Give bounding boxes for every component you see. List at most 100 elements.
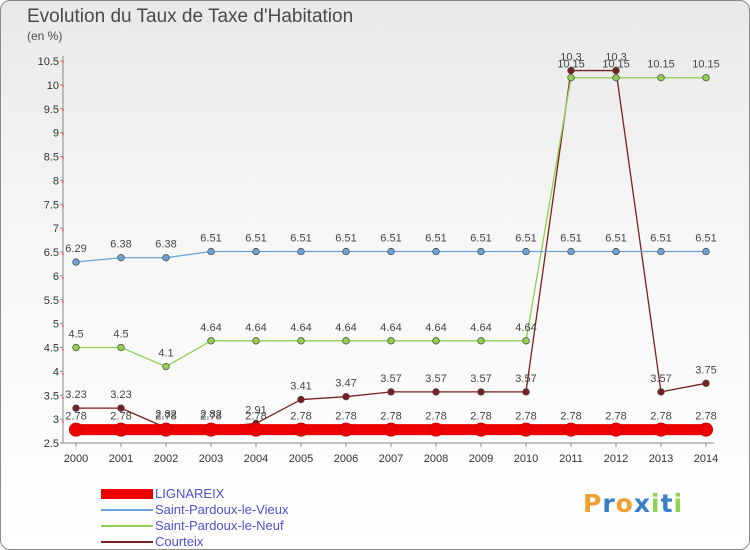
data-label-saint-pardoux-le-neuf: 4.64 <box>425 322 446 334</box>
y-tick-label: 5.5 <box>44 295 59 307</box>
data-label-saint-pardoux-le-neuf: 4.64 <box>470 322 491 334</box>
y-tick-label: 9.5 <box>44 104 59 116</box>
data-label-lignareix: 2.78 <box>650 411 671 423</box>
y-tick-label: 8.5 <box>44 152 59 164</box>
data-label-lignareix: 2.78 <box>290 411 311 423</box>
data-label-saint-pardoux-le-neuf: 4.64 <box>515 322 536 334</box>
legend-label-saint-pardoux-le-vieux: Saint-Pardoux-le-Vieux <box>155 502 289 517</box>
data-point-saint-pardoux-le-vieux <box>657 247 665 256</box>
data-label-lignareix: 2.78 <box>155 411 176 423</box>
data-point-lignareix <box>204 422 218 437</box>
x-tick-label: 2000 <box>64 453 88 465</box>
brand-logo-letter: t <box>660 489 674 518</box>
data-point-saint-pardoux-le-neuf <box>612 74 620 82</box>
data-label-lignareix: 2.78 <box>470 411 491 423</box>
y-tick-label: 3 <box>53 414 59 426</box>
brand-logo: Proxiti <box>583 489 683 518</box>
data-label-saint-pardoux-le-neuf: 4.64 <box>290 322 311 334</box>
data-point-saint-pardoux-le-neuf <box>117 343 125 352</box>
y-tick-label: 10.5 <box>38 56 59 68</box>
data-label-saint-pardoux-le-vieux: 6.38 <box>155 239 176 251</box>
brand-logo-letter: x <box>633 489 651 518</box>
data-point-lignareix <box>384 422 398 437</box>
data-point-lignareix <box>609 422 623 437</box>
x-tick-label: 2003 <box>199 453 223 465</box>
data-label-courteix: 3.57 <box>425 373 446 385</box>
data-label-lignareix: 2.78 <box>335 411 356 423</box>
x-tick-label: 2001 <box>109 453 133 465</box>
data-label-lignareix: 2.78 <box>515 411 536 423</box>
data-point-saint-pardoux-le-vieux <box>297 247 305 256</box>
data-point-courteix <box>72 404 80 412</box>
x-tick-label: 2012 <box>604 453 628 465</box>
y-tick-label: 9 <box>53 128 59 140</box>
data-point-lignareix <box>654 422 668 437</box>
brand-logo-letter: i <box>673 489 684 518</box>
x-tick-label: 2010 <box>514 453 538 465</box>
data-point-saint-pardoux-le-vieux <box>207 247 215 256</box>
y-tick-label: 7.5 <box>44 199 59 211</box>
brand-logo-letter: o <box>615 489 634 518</box>
data-label-saint-pardoux-le-neuf: 4.5 <box>68 329 83 341</box>
data-point-courteix <box>657 388 665 396</box>
data-point-saint-pardoux-le-neuf <box>207 337 215 345</box>
data-point-lignareix <box>564 422 578 437</box>
data-point-saint-pardoux-le-vieux <box>72 258 80 266</box>
y-tick-label: 10 <box>47 80 59 92</box>
x-tick-label: 2008 <box>424 453 448 465</box>
legend-label-saint-pardoux-le-neuf: Saint-Pardoux-le-Neuf <box>155 518 284 533</box>
legend-label-courteix: Courteix <box>155 534 204 549</box>
legend-swatch-saint-pardoux-le-vieux <box>101 509 153 511</box>
brand-logo-letter: r <box>602 489 616 518</box>
legend-swatch-saint-pardoux-le-neuf <box>101 525 153 527</box>
data-label-saint-pardoux-le-vieux: 6.51 <box>245 233 266 245</box>
data-point-courteix <box>387 388 395 396</box>
x-tick-label: 2013 <box>649 453 673 465</box>
data-point-lignareix <box>69 422 83 437</box>
data-label-saint-pardoux-le-vieux: 6.29 <box>65 243 86 255</box>
data-label-lignareix: 2.78 <box>605 411 626 423</box>
brand-logo-letter: P <box>583 489 603 518</box>
data-point-saint-pardoux-le-vieux <box>612 247 620 256</box>
data-point-saint-pardoux-le-vieux <box>387 247 395 256</box>
data-label-courteix: 3.23 <box>110 389 131 401</box>
data-label-courteix: 3.47 <box>335 378 356 390</box>
data-label-saint-pardoux-le-neuf: 4.64 <box>335 322 356 334</box>
data-labels: 2.78 2.78 2.78 2.78 2.78 2.78 2.78 2.78 2.78 2.78… <box>65 52 719 423</box>
data-point-courteix <box>522 388 530 396</box>
data-point-courteix <box>567 66 575 75</box>
data-point-lignareix <box>519 422 533 437</box>
x-tick-label: 2006 <box>334 453 358 465</box>
data-point-saint-pardoux-le-neuf <box>387 337 395 345</box>
data-label-saint-pardoux-le-vieux: 6.51 <box>425 233 446 245</box>
data-label-lignareix: 2.78 <box>110 411 131 423</box>
data-point-saint-pardoux-le-vieux <box>117 254 125 262</box>
brand-logo-letter: i <box>651 489 661 518</box>
data-label-saint-pardoux-le-vieux: 6.51 <box>380 233 401 245</box>
data-label-lignareix: 2.78 <box>65 411 86 423</box>
data-label-courteix: 3.75 <box>695 364 716 376</box>
data-label-courteix: 2.82 <box>200 409 221 421</box>
data-point-saint-pardoux-le-neuf <box>252 337 260 345</box>
data-label-courteix: 3.57 <box>650 373 671 385</box>
data-label-saint-pardoux-le-neuf: 4.64 <box>245 322 266 334</box>
data-point-saint-pardoux-le-neuf <box>702 74 710 82</box>
data-label-saint-pardoux-le-neuf: 10.15 <box>602 59 630 71</box>
data-label-lignareix: 2.78 <box>380 411 401 423</box>
data-label-lignareix: 2.78 <box>425 411 446 423</box>
x-tick-label: 2004 <box>244 453 268 465</box>
data-point-saint-pardoux-le-vieux <box>702 247 710 256</box>
data-label-saint-pardoux-le-neuf: 4.64 <box>200 322 221 334</box>
data-label-saint-pardoux-le-vieux: 6.51 <box>335 233 356 245</box>
data-label-saint-pardoux-le-neuf: 10.15 <box>557 59 585 71</box>
data-label-saint-pardoux-le-vieux: 6.51 <box>515 233 536 245</box>
legend-swatch-courteix <box>101 541 153 543</box>
data-label-saint-pardoux-le-vieux: 6.51 <box>200 233 221 245</box>
y-tick-label: 7 <box>53 223 59 235</box>
y-tick-label: 8 <box>53 175 59 187</box>
data-label-lignareix: 2.78 <box>200 411 221 423</box>
data-point-lignareix <box>249 422 263 437</box>
data-point-saint-pardoux-le-neuf <box>297 337 305 345</box>
data-label-courteix: 2.82 <box>155 409 176 421</box>
